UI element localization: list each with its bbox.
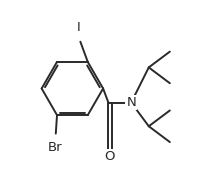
- Text: Br: Br: [48, 141, 63, 154]
- Text: N: N: [126, 96, 136, 109]
- Text: O: O: [105, 150, 115, 164]
- Text: I: I: [77, 21, 81, 34]
